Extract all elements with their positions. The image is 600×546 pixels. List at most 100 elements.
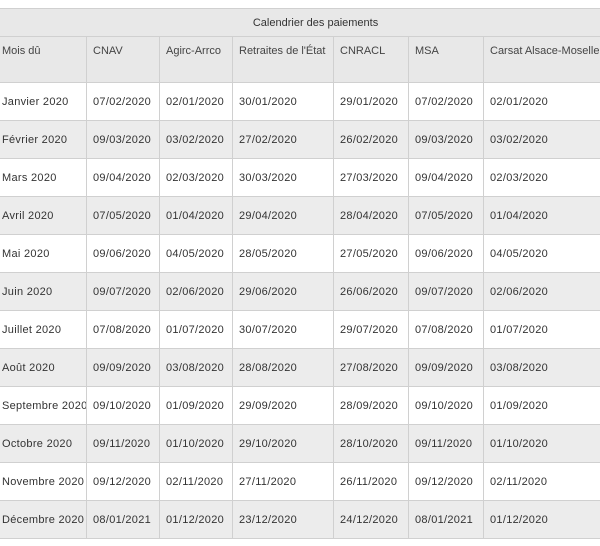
header-carsat: Carsat Alsace-Moselle	[482, 36, 600, 83]
cell-agirc-arrco: 01/12/2020	[159, 500, 233, 539]
cell-month: Juin 2020	[0, 272, 87, 311]
cell-cnracl: 28/10/2020	[333, 424, 409, 463]
cell-retraites-etat: 23/12/2020	[232, 500, 334, 539]
cell-retraites-etat: 27/02/2020	[232, 120, 334, 159]
cell-cnav: 09/09/2020	[86, 348, 160, 387]
cell-month: Mars 2020	[0, 158, 87, 197]
cell-carsat: 01/04/2020	[482, 196, 600, 235]
header-cnav: CNAV	[86, 36, 160, 83]
cell-cnav: 07/08/2020	[86, 310, 160, 349]
cell-msa: 09/07/2020	[408, 272, 484, 311]
cell-agirc-arrco: 03/02/2020	[159, 120, 233, 159]
table-row: Février 2020 09/03/2020 03/02/2020 27/02/20…	[0, 120, 600, 159]
cell-month: Juillet 2020	[0, 310, 87, 349]
cell-month: Octobre 2020	[0, 424, 87, 463]
cell-retraites-etat: 28/08/2020	[232, 348, 334, 387]
cell-msa: 07/05/2020	[408, 196, 484, 235]
cell-cnav: 09/03/2020	[86, 120, 160, 159]
table-body: Janvier 2020 07/02/2020 02/01/2020 30/01/20…	[0, 82, 600, 539]
cell-month: Avril 2020	[0, 196, 87, 235]
cell-cnracl: 26/06/2020	[333, 272, 409, 311]
cell-agirc-arrco: 02/01/2020	[159, 82, 233, 121]
header-mois-du: Mois dû	[0, 36, 87, 83]
cell-carsat: 03/08/2020	[482, 348, 600, 387]
table-row: Avril 2020 07/05/2020 01/04/2020 29/04/2020…	[0, 196, 600, 235]
cell-month: Septembre 2020	[0, 386, 87, 425]
cell-carsat: 04/05/2020	[482, 234, 600, 273]
cell-cnav: 09/04/2020	[86, 158, 160, 197]
table-caption-row: Calendrier des paiements	[0, 8, 600, 37]
cell-retraites-etat: 30/07/2020	[232, 310, 334, 349]
cell-agirc-arrco: 02/06/2020	[159, 272, 233, 311]
cell-cnracl: 26/02/2020	[333, 120, 409, 159]
cell-cnracl: 27/08/2020	[333, 348, 409, 387]
table-header-row: Mois dû CNAV Agirc-Arrco Retraites de l'…	[0, 36, 600, 83]
header-retraites-etat: Retraites de l'État	[232, 36, 334, 83]
cell-retraites-etat: 29/09/2020	[232, 386, 334, 425]
cell-month: Août 2020	[0, 348, 87, 387]
cell-cnracl: 28/09/2020	[333, 386, 409, 425]
table-row: Octobre 2020 09/11/2020 01/10/2020 29/10/20…	[0, 424, 600, 463]
cell-month: Février 2020	[0, 120, 87, 159]
cell-agirc-arrco: 02/03/2020	[159, 158, 233, 197]
cell-msa: 09/09/2020	[408, 348, 484, 387]
cell-agirc-arrco: 01/09/2020	[159, 386, 233, 425]
cell-cnracl: 29/01/2020	[333, 82, 409, 121]
cell-msa: 09/10/2020	[408, 386, 484, 425]
cell-cnav: 09/10/2020	[86, 386, 160, 425]
cell-cnracl: 29/07/2020	[333, 310, 409, 349]
cell-msa: 07/02/2020	[408, 82, 484, 121]
cell-cnav: 07/02/2020	[86, 82, 160, 121]
cell-retraites-etat: 28/05/2020	[232, 234, 334, 273]
cell-retraites-etat: 29/04/2020	[232, 196, 334, 235]
cell-retraites-etat: 30/01/2020	[232, 82, 334, 121]
cell-carsat: 02/01/2020	[482, 82, 600, 121]
cell-cnav: 09/07/2020	[86, 272, 160, 311]
cell-msa: 08/01/2021	[408, 500, 484, 539]
cell-retraites-etat: 29/10/2020	[232, 424, 334, 463]
cell-msa: 09/06/2020	[408, 234, 484, 273]
table-row: Janvier 2020 07/02/2020 02/01/2020 30/01/20…	[0, 82, 600, 121]
cell-cnracl: 27/05/2020	[333, 234, 409, 273]
cell-month: Décembre 2020	[0, 500, 87, 539]
header-cnracl: CNRACL	[333, 36, 409, 83]
cell-carsat: 01/07/2020	[482, 310, 600, 349]
cell-cnracl: 26/11/2020	[333, 462, 409, 501]
table-row: Décembre 2020 08/01/2021 01/12/2020 23/12/2…	[0, 500, 600, 539]
table-caption-cell: Calendrier des paiements	[0, 8, 600, 37]
cell-carsat: 01/09/2020	[482, 386, 600, 425]
cell-cnracl: 27/03/2020	[333, 158, 409, 197]
cell-msa: 07/08/2020	[408, 310, 484, 349]
cell-agirc-arrco: 01/04/2020	[159, 196, 233, 235]
header-agirc-arrco: Agirc-Arrco	[159, 36, 233, 83]
header-msa: MSA	[408, 36, 484, 83]
cell-month: Janvier 2020	[0, 82, 87, 121]
cell-retraites-etat: 30/03/2020	[232, 158, 334, 197]
cell-cnav: 09/12/2020	[86, 462, 160, 501]
cell-carsat: 02/03/2020	[482, 158, 600, 197]
table-row: Mars 2020 09/04/2020 02/03/2020 30/03/2020 2…	[0, 158, 600, 197]
cell-msa: 09/03/2020	[408, 120, 484, 159]
cell-carsat: 02/06/2020	[482, 272, 600, 311]
cell-msa: 09/12/2020	[408, 462, 484, 501]
table-row: Novembre 2020 09/12/2020 02/11/2020 27/11/2…	[0, 462, 600, 501]
cell-month: Mai 2020	[0, 234, 87, 273]
cell-msa: 09/11/2020	[408, 424, 484, 463]
cell-carsat: 03/02/2020	[482, 120, 600, 159]
cell-carsat: 02/11/2020	[482, 462, 600, 501]
table-row: Juillet 2020 07/08/2020 01/07/2020 30/07/20…	[0, 310, 600, 349]
table-row: Août 2020 09/09/2020 03/08/2020 28/08/2020 2…	[0, 348, 600, 387]
cell-carsat: 01/10/2020	[482, 424, 600, 463]
cell-agirc-arrco: 01/10/2020	[159, 424, 233, 463]
cell-cnracl: 28/04/2020	[333, 196, 409, 235]
cell-month: Novembre 2020	[0, 462, 87, 501]
cell-agirc-arrco: 02/11/2020	[159, 462, 233, 501]
payment-calendar-table: Calendrier des paiements Mois dû CNAV Ag…	[0, 8, 600, 539]
table-row: Mai 2020 09/06/2020 04/05/2020 28/05/2020 27…	[0, 234, 600, 273]
cell-cnav: 09/11/2020	[86, 424, 160, 463]
cell-agirc-arrco: 01/07/2020	[159, 310, 233, 349]
cell-cnav: 07/05/2020	[86, 196, 160, 235]
cell-retraites-etat: 27/11/2020	[232, 462, 334, 501]
cell-agirc-arrco: 03/08/2020	[159, 348, 233, 387]
